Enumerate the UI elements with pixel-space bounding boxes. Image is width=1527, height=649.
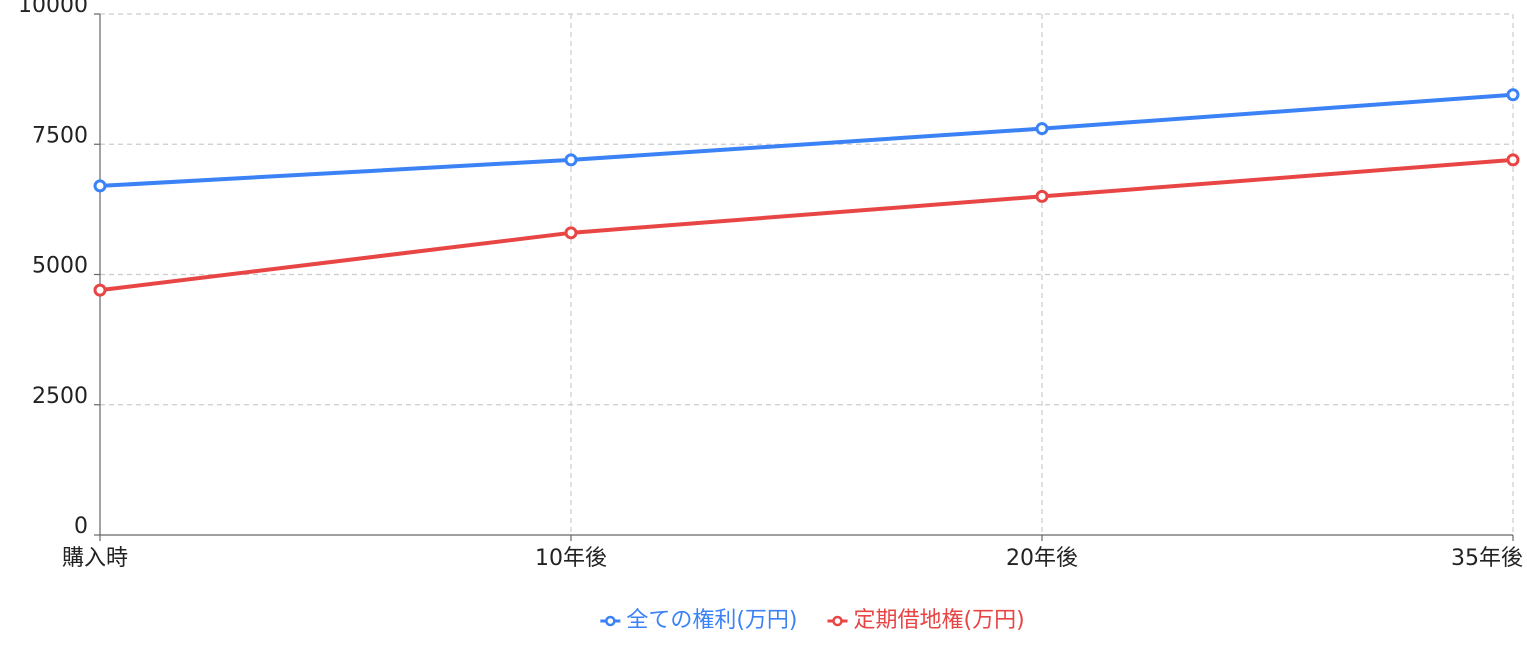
data-point [1035, 122, 1049, 136]
x-tick-label: 20年後 [1006, 546, 1078, 571]
y-tick-label: 2500 [32, 384, 88, 409]
data-point [564, 153, 578, 167]
x-tick-label: 購入時 [62, 546, 128, 571]
y-tick-label: 5000 [32, 254, 88, 279]
series-line [99, 92, 1514, 188]
y-tick-label: 0 [74, 514, 88, 539]
x-tick-label: 10年後 [535, 546, 607, 571]
series-line [99, 157, 1514, 293]
y-tick-label: 7500 [32, 123, 88, 148]
legend: 全ての権利(万円) 定期借地権(万円) [600, 608, 1025, 633]
y-tick-label: 10000 [18, 0, 88, 18]
legend-item[interactable]: 全ての権利(万円) [600, 608, 798, 633]
legend-label: 定期借地権(万円) [854, 608, 1025, 633]
data-point [93, 179, 107, 193]
legend-marker [832, 615, 843, 627]
data-point [564, 226, 578, 240]
x-tick-label: 35年後 [1451, 546, 1523, 571]
legend-marker [605, 615, 616, 627]
data-point [1506, 88, 1520, 102]
data-point [1506, 153, 1520, 167]
legend-label: 全ての権利(万円) [626, 608, 797, 633]
legend-item[interactable]: 定期借地権(万円) [827, 608, 1025, 633]
data-point [93, 283, 107, 297]
data-point [1035, 189, 1049, 203]
